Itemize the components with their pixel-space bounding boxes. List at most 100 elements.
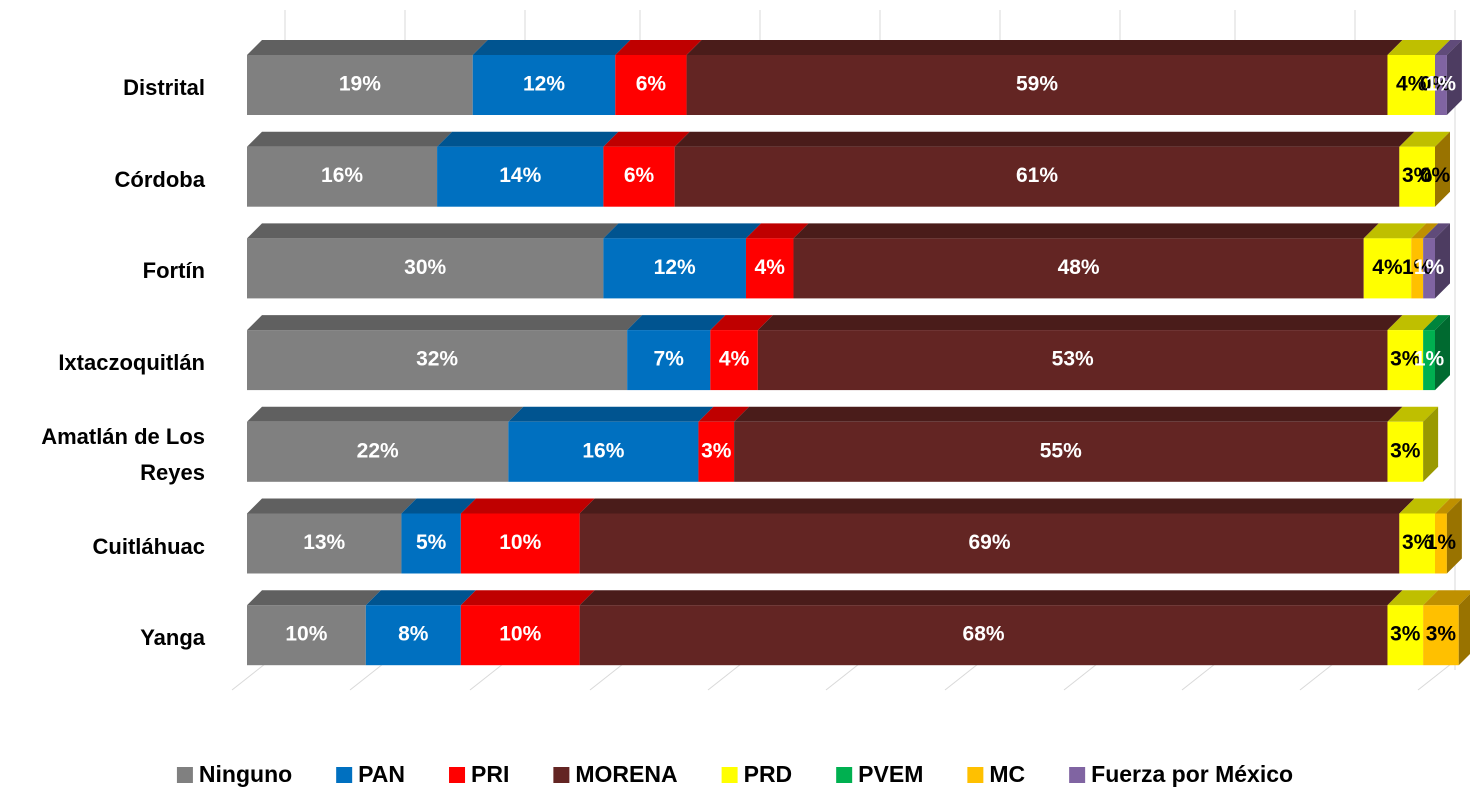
value-label: 68% (963, 623, 1005, 646)
bar-top (472, 40, 631, 55)
value-label: 10% (499, 623, 541, 646)
bar-top (1423, 223, 1450, 239)
bar (674, 146, 1400, 207)
legend-swatch (336, 767, 353, 783)
bar (1387, 55, 1435, 115)
value-label: 12% (523, 73, 565, 96)
value-label: 1% (1426, 531, 1457, 554)
bar (603, 238, 746, 299)
bar-top (247, 406, 524, 422)
value-label: 12% (654, 256, 696, 279)
value-label: 55% (1040, 439, 1082, 462)
legend-swatch (967, 767, 984, 783)
value-label: 6% (636, 73, 667, 96)
category-label: Amatlán de Los Reyes (41, 423, 205, 485)
bar-top (247, 40, 488, 55)
bar-top (247, 131, 453, 147)
value-label: 4% (1372, 256, 1403, 279)
bar-top (247, 223, 619, 239)
bar (1399, 146, 1435, 207)
bar-top (603, 223, 761, 239)
bar (698, 421, 735, 482)
bar (1411, 238, 1424, 299)
bar-top (734, 406, 1403, 422)
bar-top (793, 223, 1379, 239)
bar-top (247, 590, 381, 606)
bar-side (1423, 406, 1439, 482)
bar-top (365, 590, 476, 606)
value-label: 0% (1420, 73, 1451, 96)
bar-top (757, 315, 1403, 331)
bar-top (698, 406, 750, 422)
bar (472, 55, 616, 115)
value-label: 69% (968, 531, 1010, 554)
category-label: Yanga (140, 625, 205, 651)
bar (247, 238, 604, 299)
bar (247, 146, 438, 207)
bar (365, 605, 461, 666)
legend-label: MC (989, 761, 1025, 787)
value-label: 0% (1420, 164, 1451, 187)
legend-label: PRI (471, 761, 509, 787)
bar (686, 55, 1388, 115)
bar-top (1435, 498, 1462, 514)
bar (579, 605, 1388, 666)
bar-side (1435, 315, 1450, 391)
value-label: 53% (1052, 348, 1094, 371)
value-label: 1% (1414, 348, 1445, 371)
legend-label: Fuerza por México (1091, 761, 1293, 787)
bar (247, 330, 628, 391)
value-label: 6% (624, 164, 655, 187)
category-label: Ixtaczoquitlán (58, 350, 205, 376)
bar-side (1446, 40, 1462, 115)
value-label: 16% (321, 164, 363, 187)
bar (627, 330, 711, 391)
legend-swatch (721, 767, 738, 783)
bar (247, 55, 473, 115)
value-label: 14% (499, 164, 541, 187)
bar-top (745, 223, 809, 239)
bar-top (1387, 590, 1439, 606)
bar (757, 330, 1388, 391)
bar (1399, 513, 1435, 574)
bar (508, 421, 699, 482)
bar (1423, 605, 1459, 666)
value-label: 10% (499, 531, 541, 554)
value-label: 30% (404, 256, 446, 279)
value-label: 59% (1016, 73, 1058, 96)
bar-top (1435, 40, 1462, 55)
bar (710, 330, 758, 391)
legend-label: Ninguno (199, 761, 292, 787)
value-label: 4% (719, 348, 750, 371)
category-label: Cuitláhuac (92, 533, 205, 559)
bar (1387, 421, 1424, 482)
bar-top (627, 315, 726, 331)
value-label: 1% (1414, 256, 1445, 279)
bar-top (1387, 40, 1450, 55)
value-label: 3% (1390, 348, 1421, 371)
bar (615, 55, 687, 115)
bar (460, 605, 580, 666)
bar (401, 513, 461, 574)
legend-swatch (836, 767, 853, 783)
bar (1423, 238, 1435, 299)
value-label: 3% (701, 439, 732, 462)
value-label: 3% (1390, 439, 1421, 462)
value-label: 0% (1420, 73, 1451, 96)
bar-top (686, 40, 1403, 55)
bar-top (460, 590, 595, 606)
bar (437, 146, 604, 207)
bar-top (603, 131, 690, 147)
bar-top (579, 590, 1403, 606)
legend-label: PVEM (858, 761, 923, 787)
legend-swatch (449, 767, 466, 783)
bar-top (1423, 315, 1450, 331)
bar-top (401, 498, 476, 514)
bar (1435, 513, 1447, 574)
bar (247, 513, 402, 574)
value-label: 13% (303, 531, 345, 554)
value-label: 4% (1396, 73, 1427, 96)
bar-top (1411, 223, 1439, 239)
